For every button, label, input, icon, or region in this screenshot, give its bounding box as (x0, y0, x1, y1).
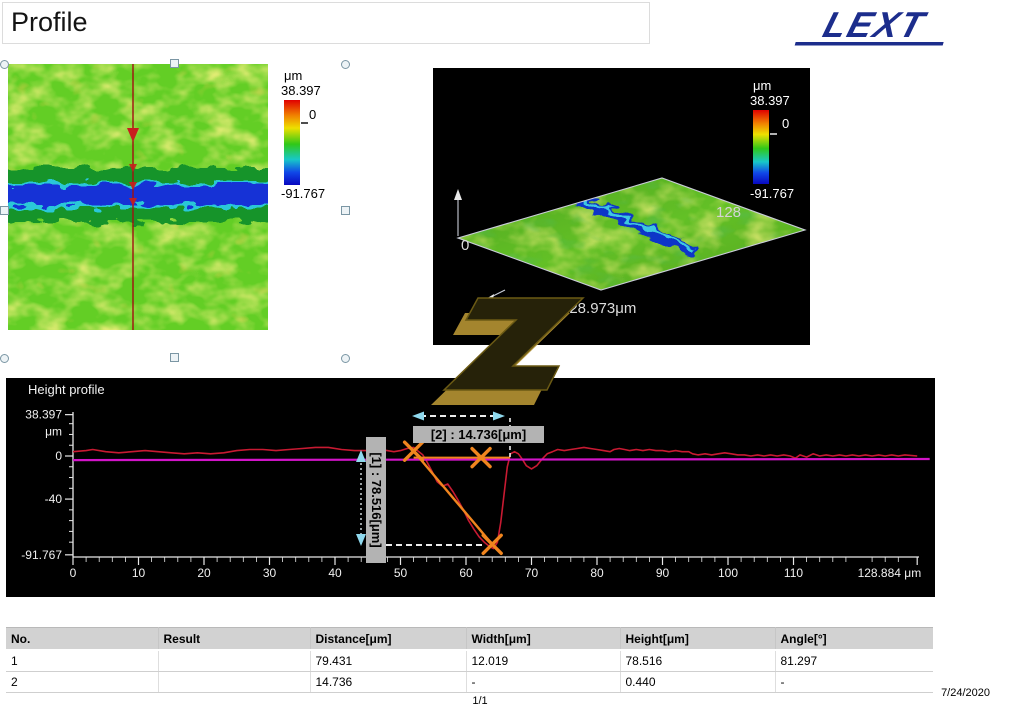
results-table[interactable]: No. Result Distance[μm] Width[μm] Height[μm]… (6, 627, 933, 693)
table-header-cell: Angle[°] (775, 627, 933, 651)
colorbar-2d-unit: μm (284, 68, 302, 83)
arrow-up-icon (356, 450, 366, 462)
groove-band (8, 168, 268, 222)
y-tick-label: -40 (45, 492, 63, 506)
table-row[interactable]: 1 79.431 12.019 78.516 81.297 (6, 650, 933, 672)
colorbar-2d-gradient (284, 100, 300, 185)
arrow-left-icon (412, 411, 424, 421)
x-tick-label: 20 (197, 566, 211, 580)
table-cell: 78.516 (620, 650, 776, 672)
table-row[interactable]: 2 14.736-0.440- (6, 671, 933, 693)
profile-line-marker[interactable] (127, 64, 139, 330)
colorbar-2d-mid: 0 (309, 107, 316, 122)
arrow-down-icon (356, 534, 366, 546)
table-cell (158, 650, 311, 672)
table-cell: 0.440 (620, 671, 776, 693)
x-tick-label: 30 (263, 566, 277, 580)
colorbar-3d: μm 38.397 0 -91.767 (750, 78, 794, 201)
colorbar-3d-min: -91.767 (750, 186, 794, 201)
x-tick-label: 70 (525, 566, 539, 580)
x-tick-label: 50 (394, 566, 408, 580)
x-tick-label: 80 (590, 566, 604, 580)
table-cell: 1 (6, 650, 159, 672)
report-date: 7/24/2020 (941, 687, 990, 699)
table-cell: 2 (6, 671, 159, 693)
x-tick-label: 0 (70, 566, 77, 580)
colorbar-2d-min: -91.767 (281, 186, 325, 201)
x-tick-label: 10 (132, 566, 146, 580)
page-indicator: 1/1 (472, 695, 488, 707)
colorbar-3d-gradient (753, 110, 769, 184)
table-header-row: No. Result Distance[μm] Width[μm] Height[μm]… (6, 627, 933, 651)
colorbar-3d-max: 38.397 (750, 93, 790, 108)
table-header-cell: Height[μm] (620, 627, 776, 651)
height-profile-chart[interactable]: Height profile 38.397 μm 0 -40 -91.767 0 10 20 30… (6, 378, 935, 597)
reference-line (72, 457, 930, 462)
colorbar-2d: μm 38.397 0 -91.767 (281, 68, 325, 201)
table-header-cell: Width[μm] (466, 627, 621, 651)
y-tick-label: 0 (55, 449, 62, 463)
table-cell: 12.019 (466, 650, 621, 672)
x-tick-label: 90 (656, 566, 670, 580)
table-cell: 14.736 (310, 671, 467, 693)
height-profile (72, 446, 918, 550)
selection-handle-top-middle[interactable] (170, 59, 179, 68)
selection-handle-bottom-middle[interactable] (170, 353, 179, 362)
selection-handle-top-left[interactable] (0, 60, 9, 69)
profile-line-arrow-icon (127, 128, 139, 142)
table-cell: - (775, 671, 933, 693)
axis-end-label: 128 (716, 204, 741, 221)
y-tick-label: 38.397 (25, 408, 62, 422)
y-tick-label: -91.767 (21, 548, 62, 562)
selection-handle-middle-left[interactable] (0, 206, 9, 215)
table-header-cell: Distance[μm] (310, 627, 467, 651)
colorbar-2d-max: 38.397 (281, 83, 321, 98)
width-dimension-label: 128.973μm (561, 300, 636, 317)
x-axis-end-label: 128.884 μm (858, 566, 922, 580)
height-map-2d[interactable] (8, 64, 268, 330)
colorbar-3d-mid: 0 (782, 116, 789, 131)
lext-logo-underline (794, 42, 944, 46)
y-axis-unit: μm (45, 425, 62, 439)
table-cell (158, 671, 311, 693)
page-title: Profile (11, 7, 88, 37)
chart-title: Height profile (28, 382, 105, 397)
selection-handle-top-right[interactable] (341, 60, 350, 69)
table-cell: 81.297 (775, 650, 933, 672)
selection-handle-bottom-left[interactable] (0, 354, 9, 363)
bounding-box-3d (456, 177, 807, 291)
lext-logo-text: LEXT (819, 6, 932, 45)
colorbar-3d-unit: μm (753, 78, 771, 93)
measurement-slope-line (412, 450, 494, 546)
table-header-cell: Result (158, 627, 311, 651)
x-tick-label: 110 (784, 566, 803, 580)
arrow-right-icon (493, 411, 505, 421)
table-header-cell: No. (6, 627, 159, 651)
x-tick-label: 40 (328, 566, 342, 580)
table-cell: - (466, 671, 621, 693)
selection-handle-middle-right[interactable] (341, 206, 350, 215)
lext-logo: LEXT (794, 6, 944, 46)
view-3d[interactable]: 0 128 128.973μm μm 38.397 0 -91.767 (433, 68, 810, 345)
measurement-label-1: [1] : 78.516[μm] (366, 437, 386, 563)
x-tick-label: 100 (718, 566, 738, 580)
measurement-label-2: [2] : 14.736[μm] (413, 426, 544, 443)
x-tick-label: 60 (459, 566, 473, 580)
selection-handle-bottom-right[interactable] (341, 354, 350, 363)
table-cell: 79.431 (310, 650, 467, 672)
report-title-box: Profile (2, 2, 650, 44)
axis-origin-label: 0 (461, 237, 469, 254)
z-axis-arrow-icon (454, 189, 462, 200)
